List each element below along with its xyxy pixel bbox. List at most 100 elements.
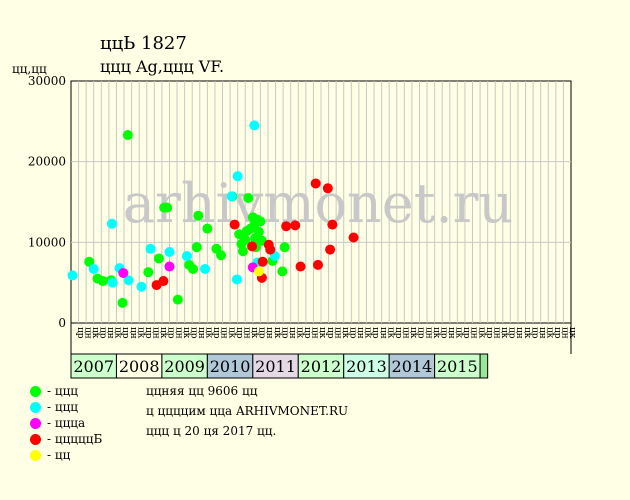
month-tick-label: цн (355, 327, 365, 339)
month-tick-label: цк (454, 327, 464, 339)
legend-marker (30, 417, 41, 429)
year-band (161, 353, 208, 379)
data-point (253, 266, 264, 277)
data-point (143, 267, 154, 278)
year-band (388, 353, 436, 379)
legend-marker (30, 385, 41, 397)
month-tick-label: цн (310, 327, 320, 339)
data-point (88, 263, 99, 274)
month-tick-label: цн (469, 327, 479, 339)
legend-item: - ццц (30, 384, 78, 398)
data-point (193, 210, 204, 221)
note-line-1: ццняя цц 9606 цц (146, 384, 258, 398)
month-tick-label: цн (560, 327, 570, 339)
data-point (84, 256, 95, 267)
year-band (297, 353, 345, 379)
note-line-3: ццц ц 20 ця 2017 цц. (146, 424, 277, 438)
month-tick-label: цн (401, 327, 411, 339)
legend-label: - ццца (47, 416, 86, 430)
month-tick-label: цн (264, 327, 274, 339)
year-label: 2013 (346, 357, 387, 376)
year-label: 2010 (210, 357, 251, 376)
data-point (200, 263, 211, 274)
data-point (158, 276, 169, 287)
data-point (97, 276, 108, 287)
month-tick-label: цр (143, 327, 153, 339)
month-tick-label: цр (325, 327, 335, 339)
month-tick-label: цр (370, 327, 380, 339)
data-point (122, 130, 133, 141)
year-band (434, 353, 481, 379)
month-tick-label: цр (257, 327, 267, 339)
month-tick-label: цн (514, 327, 524, 339)
month-tick-label: цр (166, 327, 176, 339)
data-point (312, 259, 323, 270)
data-point (237, 246, 248, 257)
month-tick-label: цр (348, 327, 358, 339)
data-point (172, 294, 183, 305)
y-tick-label: 10000 (28, 235, 66, 249)
year-label: 2015 (437, 357, 478, 376)
data-point (191, 242, 202, 253)
data-point (229, 219, 240, 230)
month-tick-label: цн (446, 327, 456, 339)
data-point (255, 216, 266, 227)
data-point (247, 241, 258, 252)
legend-item: - цц (30, 448, 70, 462)
month-tick-label: цр (507, 327, 517, 339)
month-tick-label: цр (120, 327, 130, 339)
data-point (67, 270, 78, 281)
year-label: 2014 (392, 357, 433, 376)
data-point (145, 243, 156, 254)
month-tick-label: цр (416, 327, 426, 339)
data-point (243, 192, 254, 203)
month-tick-label: цр (188, 327, 198, 339)
data-point (265, 244, 276, 255)
data-point (162, 202, 173, 213)
data-point (202, 223, 213, 234)
year-band (206, 353, 254, 379)
month-tick-label: цк (522, 327, 532, 339)
data-point (327, 219, 338, 230)
month-tick-label: цн (196, 327, 206, 339)
year-band (343, 353, 390, 379)
month-tick-label: цк (135, 327, 145, 339)
month-tick-label: цр (302, 327, 312, 339)
y-tick-label: 0 (58, 316, 66, 330)
month-tick-label: цн (423, 327, 433, 339)
month-tick-label: цн (128, 327, 138, 339)
month-tick-label: цр (234, 327, 244, 339)
legend-label: - ццц (47, 400, 79, 414)
month-tick-label: цк (272, 327, 282, 339)
month-tick-label: цн (287, 327, 297, 339)
data-point (106, 218, 117, 229)
data-point (187, 263, 198, 274)
month-tick-label: цн (537, 327, 547, 339)
legend-label: - цц (47, 448, 71, 462)
month-tick-label: цн (241, 327, 251, 339)
month-tick-label: цр (529, 327, 539, 339)
month-tick-label: цк (226, 327, 236, 339)
data-point (322, 183, 333, 194)
data-point (153, 253, 164, 264)
month-tick-label: цк (408, 327, 418, 339)
year-band (252, 353, 299, 379)
data-point (295, 261, 306, 272)
data-point (290, 220, 301, 231)
data-point (249, 120, 260, 131)
data-point (117, 297, 128, 308)
legend-marker (30, 449, 41, 461)
data-point (279, 242, 290, 253)
month-tick-label: цк (431, 327, 441, 339)
month-tick-label: цк (113, 327, 123, 339)
data-point (310, 178, 321, 189)
month-tick-label: цн (105, 327, 115, 339)
legend-marker (30, 433, 41, 445)
month-tick-label: цк (363, 327, 373, 339)
month-tick-label: цк (294, 327, 304, 339)
month-tick-label: цн (332, 327, 342, 339)
month-tick-label: цк (317, 327, 327, 339)
month-tick-label: цк (181, 327, 191, 339)
month-tick-label: цн (378, 327, 388, 339)
